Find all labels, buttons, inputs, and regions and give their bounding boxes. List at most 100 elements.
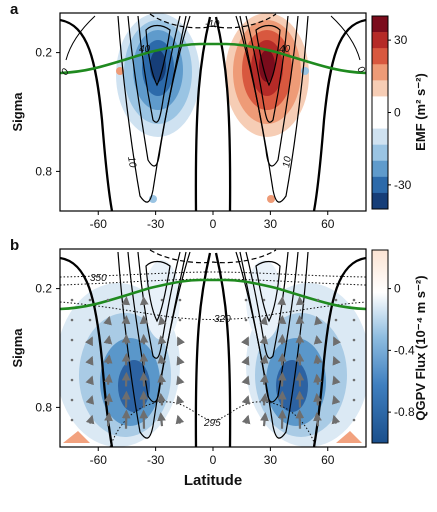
colorbar-emf-tick-label: 30 bbox=[394, 33, 408, 47]
panel-label-b: b bbox=[10, 237, 19, 254]
flux-vector-dot bbox=[88, 318, 92, 322]
flux-vector-arrow bbox=[157, 373, 167, 385]
qgpv-positive-blob-1 bbox=[63, 431, 90, 443]
flux-vector-arrow bbox=[85, 414, 95, 425]
flux-vector-dot bbox=[334, 318, 338, 322]
x-tick-label: 60 bbox=[321, 217, 335, 231]
x-tick-label: -60 bbox=[90, 453, 108, 467]
theta-label-295: 295 bbox=[203, 418, 221, 429]
emf-small-blob-4 bbox=[267, 195, 275, 203]
flux-vector-arrow bbox=[177, 336, 185, 347]
jet-contour-thick-nh bbox=[312, 18, 366, 211]
flux-vector-arrow bbox=[103, 335, 113, 345]
flux-vector-dot bbox=[352, 338, 356, 342]
b-contour-thick-sh bbox=[60, 256, 114, 447]
jet-contour-40-sh bbox=[145, 24, 171, 87]
colorbar-emf-band bbox=[372, 16, 388, 33]
colorbar-qgpv-label: QGPV Flux (10⁻⁴ m s⁻²) bbox=[413, 275, 428, 420]
panel-a: -10 40 40 10 10 0 0 -60 -30 0 30 60 0.2 0.8 S… bbox=[10, 12, 428, 231]
flux-vector-arrow bbox=[157, 335, 167, 345]
b-contour-40-sh bbox=[145, 260, 171, 323]
x-tick-label: -30 bbox=[147, 217, 165, 231]
isentrope-350 bbox=[60, 271, 366, 278]
flux-vector-arrow bbox=[157, 412, 166, 427]
emf-positive-core bbox=[259, 50, 275, 82]
flux-vector-arrow bbox=[241, 355, 250, 366]
x-tick-label: 30 bbox=[264, 453, 278, 467]
easterly-contour-dashed bbox=[149, 13, 277, 29]
y-tick-label: 0.8 bbox=[35, 164, 52, 178]
flux-vector-arrow bbox=[241, 395, 251, 405]
x-tick-label: 60 bbox=[321, 453, 335, 467]
b-contour-thick-nh bbox=[312, 256, 366, 447]
jet-contour-20-sh bbox=[127, 15, 187, 167]
tropopause-line-b bbox=[60, 278, 366, 311]
flux-vector-dot bbox=[88, 298, 92, 302]
colorbar-emf-band bbox=[372, 128, 388, 145]
flux-vector-arrow bbox=[176, 355, 185, 366]
colorbar-emf-band bbox=[372, 80, 388, 97]
flux-vector-dot bbox=[352, 378, 356, 382]
flux-vector-dot bbox=[316, 298, 320, 302]
flux-vector-dot bbox=[70, 418, 74, 422]
jet-contour-thick-sh bbox=[60, 18, 114, 211]
contour-label-40-nh: 40 bbox=[279, 44, 291, 55]
colorbar-emf: 30 0 -30 bbox=[371, 15, 412, 210]
flux-vector-arrow bbox=[333, 336, 341, 347]
jet-contour-thick-center-sh bbox=[194, 16, 212, 211]
flux-vector-arrow bbox=[313, 392, 322, 406]
flux-vector-arrow bbox=[157, 354, 167, 365]
colorbar-emf-band bbox=[372, 144, 388, 162]
b-contour-20-nh bbox=[239, 251, 299, 403]
colorbar-emf-tick-label: -30 bbox=[394, 178, 412, 192]
x-tick-label: -30 bbox=[147, 453, 165, 467]
x-tick-label: -60 bbox=[90, 217, 108, 231]
y-tick-label: 0.2 bbox=[35, 46, 52, 60]
flux-vector-arrow bbox=[332, 375, 341, 386]
isentrope-345 bbox=[60, 278, 366, 286]
flux-vector-dot bbox=[352, 398, 356, 402]
flux-vector-arrow bbox=[332, 355, 341, 366]
flux-vector-dot bbox=[70, 358, 74, 362]
flux-vector-arrow bbox=[176, 375, 185, 386]
tropopause-line-a bbox=[60, 42, 366, 75]
panel-b-field bbox=[60, 249, 366, 447]
flux-vector-arrow bbox=[259, 373, 269, 385]
colorbar-qgpv-tick-label: -0.8 bbox=[394, 405, 415, 419]
colorbar-qgpv-gradient bbox=[371, 249, 389, 444]
x-tick-label: 30 bbox=[264, 217, 278, 231]
isentrope-320 bbox=[60, 301, 366, 320]
flux-vector-arrow bbox=[313, 354, 323, 365]
contour-label-10-nh: 10 bbox=[281, 155, 294, 168]
emf-negative-core bbox=[150, 50, 166, 82]
b-contour-thick-center-nh bbox=[214, 252, 232, 447]
contour-label-0-sh: 0 bbox=[59, 66, 71, 77]
flux-vector-arrow bbox=[85, 355, 94, 366]
colorbar-emf-tick-label: 0 bbox=[394, 106, 401, 120]
flux-vector-arrow bbox=[85, 375, 94, 386]
qgpv-shade-nh-4 bbox=[276, 360, 308, 412]
flux-vector-arrow bbox=[313, 412, 322, 427]
colorbar-emf-band bbox=[372, 64, 388, 81]
flux-vector-arrow bbox=[259, 354, 269, 365]
flux-vector-arrow bbox=[103, 354, 113, 365]
contour-label-neg10: -10 bbox=[205, 19, 220, 30]
colorbar-emf-label: EMF (m² s⁻²) bbox=[413, 73, 428, 151]
flux-vector-arrow bbox=[331, 395, 341, 405]
flux-vector-dot bbox=[70, 338, 74, 342]
colorbar-emf-band bbox=[372, 96, 388, 113]
contour-label-10-sh: 10 bbox=[125, 156, 138, 169]
flux-vector-arrow bbox=[175, 395, 185, 405]
contour-label-0-nh: 0 bbox=[355, 64, 367, 75]
flux-vector-arrow bbox=[259, 315, 268, 326]
flux-vector-dot bbox=[244, 298, 248, 302]
panel-a-y-ticks: 0.2 0.8 bbox=[35, 46, 60, 178]
flux-vector-dot bbox=[244, 318, 248, 322]
jet-contour-0-nh bbox=[330, 15, 361, 61]
jet-contour-30-sh bbox=[137, 15, 181, 123]
colorbar-emf-band bbox=[372, 48, 388, 65]
b-easterly-contour-dashed bbox=[149, 249, 277, 264]
flux-vector-dot bbox=[352, 318, 356, 322]
jet-contour-0-sh bbox=[65, 15, 96, 61]
colorbar-qgpv: 0 -0.4 -0.8 bbox=[371, 249, 415, 444]
